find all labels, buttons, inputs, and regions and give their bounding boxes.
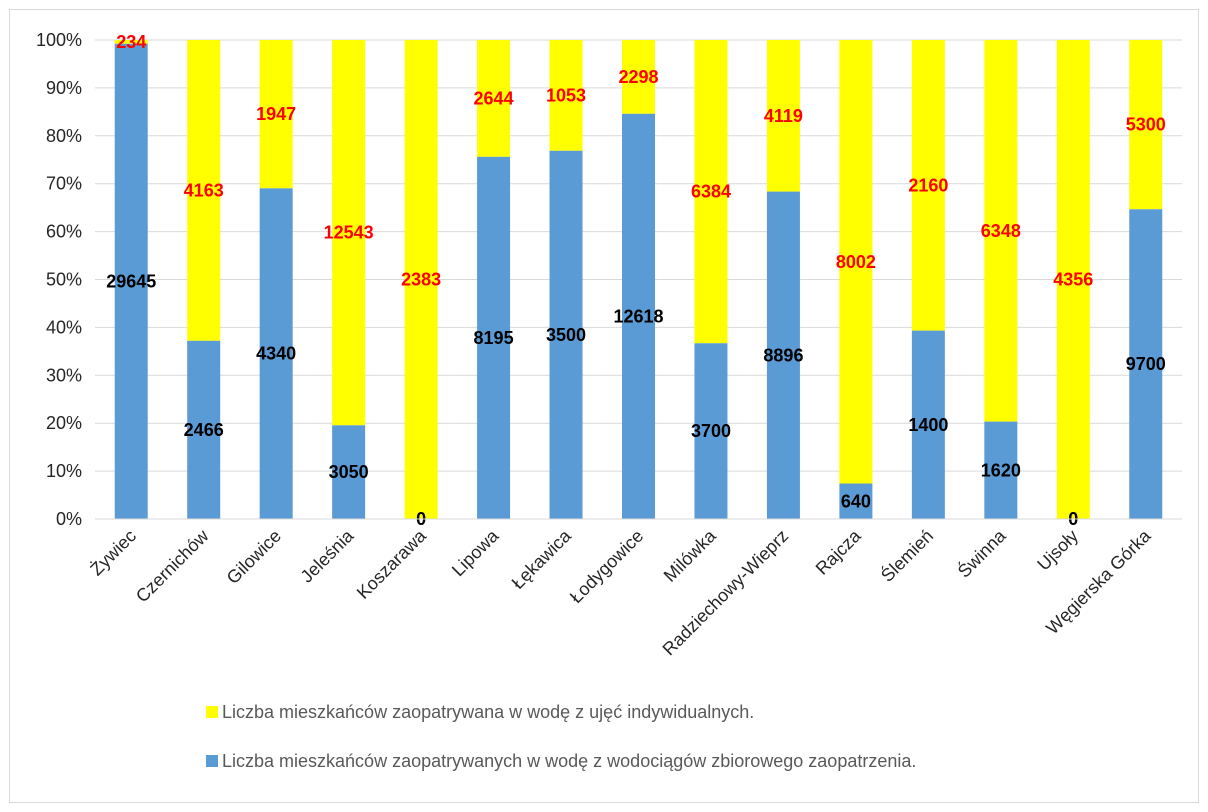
data-label-waterworks: 1400 [908, 415, 948, 435]
data-label-waterworks: 3500 [546, 325, 586, 345]
legend-swatch-yellow [206, 706, 218, 719]
data-label-waterworks: 1620 [981, 460, 1021, 480]
bar-segment-waterworks [477, 156, 511, 519]
x-category-label: Jeleśnia [297, 525, 359, 587]
data-label-waterworks: 3050 [329, 462, 369, 482]
bar-segment-individual [984, 40, 1018, 422]
data-label-individual: 1947 [256, 104, 296, 124]
y-tick-label: 100% [36, 30, 82, 50]
chart-frame: 0% 10% 20% 30% 40% 50% 60% 70% 80% 90% 100% 29645 23… [9, 9, 1199, 803]
data-label-individual: 2160 [908, 175, 948, 195]
x-category-label: Żywiec [86, 526, 140, 580]
bar-segment-waterworks [114, 43, 148, 519]
bar-segment-waterworks [1129, 209, 1163, 519]
bar-segment-waterworks [839, 483, 873, 519]
y-tick-label: 30% [46, 365, 82, 385]
y-tick-label: 10% [46, 461, 82, 481]
x-category-label: Gilowice [223, 526, 285, 588]
bar-segment-individual [477, 40, 511, 157]
data-label-individual: 2298 [618, 67, 658, 87]
legend-label-individual-intakes: Liczba mieszkańców zaopatrywana w wodę z… [222, 702, 755, 722]
bar-segment-individual [332, 40, 366, 426]
bar-segment-waterworks [332, 425, 366, 519]
data-label-waterworks: 3700 [691, 421, 731, 441]
x-category-label: Rajcza [812, 525, 866, 579]
data-label-individual: 6348 [981, 221, 1021, 241]
x-category-label: Czernichów [132, 525, 213, 606]
data-label-individual: 4163 [184, 180, 224, 200]
bar-segment-waterworks [766, 191, 800, 519]
data-label-individual: 8002 [836, 252, 876, 272]
data-label-individual: 2644 [474, 88, 514, 108]
data-label-individual: 2383 [401, 270, 441, 290]
data-label-waterworks: 12618 [613, 306, 663, 326]
bar-segment-waterworks [622, 113, 655, 520]
x-category-label: Radziechowy-Wieprz [659, 526, 793, 660]
bar-segment-individual [911, 40, 945, 331]
bar-segment-waterworks [984, 421, 1018, 519]
data-label-waterworks: 4340 [256, 344, 296, 364]
bar-segment-waterworks [549, 150, 583, 519]
data-label-individual: 4356 [1053, 270, 1093, 290]
bar-segment-individual [114, 40, 148, 44]
y-tick-label: 20% [46, 413, 82, 433]
data-label-individual: 12543 [324, 223, 374, 243]
bar-segment-individual [1129, 40, 1163, 210]
bar-segment-individual [404, 40, 438, 519]
y-tick-label: 0% [56, 509, 82, 529]
x-category-label: Świnna [953, 524, 1010, 581]
bar-segment-individual [622, 40, 655, 114]
data-label-waterworks: 9700 [1126, 354, 1166, 374]
y-tick-label: 90% [46, 78, 82, 98]
data-label-individual: 6384 [691, 182, 731, 202]
y-tick-label: 50% [46, 270, 82, 290]
y-tick-label: 70% [46, 174, 82, 194]
data-label-individual: 1053 [546, 85, 586, 105]
bar-segment-waterworks [911, 330, 945, 519]
data-label-waterworks: 8195 [474, 328, 514, 348]
x-category-label: Łodygowice [566, 526, 647, 607]
bar-segment-waterworks [187, 340, 221, 519]
bar-segment-individual [839, 40, 873, 484]
data-label-individual: 4119 [764, 106, 803, 126]
bar-segment-individual [259, 40, 293, 189]
data-label-waterworks: 2466 [184, 420, 224, 440]
bar-segment-individual [1056, 40, 1090, 519]
bar-segment-individual [766, 40, 800, 192]
legend-item-individual-intakes: Liczba mieszkańców zaopatrywana w wodę z… [206, 702, 754, 723]
legend-label-waterworks: Liczba mieszkańców zaopatrywanych w wodę… [222, 751, 917, 771]
bar-segment-individual [694, 40, 728, 344]
legend-swatch-blue [206, 755, 218, 768]
x-category-label: Koszarawa [353, 525, 431, 603]
y-tick-label: 60% [46, 222, 82, 242]
x-category-label: Milówka [660, 525, 721, 586]
bar-segment-waterworks [259, 188, 293, 519]
x-category-label: Ujsoły [1033, 526, 1082, 575]
data-label-waterworks: 640 [841, 491, 871, 511]
data-label-waterworks: 29645 [106, 271, 156, 291]
x-category-label: Lipowa [448, 525, 503, 580]
stacked-bar-chart: 0% 10% 20% 30% 40% 50% 60% 70% 80% 90% 100% 29645 23… [36, 30, 1182, 660]
bar-segment-individual [187, 40, 221, 341]
bar-segment-waterworks [694, 343, 728, 519]
x-category-label: Łękawica [508, 525, 576, 593]
data-label-individual: 234 [116, 32, 146, 52]
y-tick-label: 80% [46, 126, 82, 146]
bar-segment-individual [549, 40, 583, 151]
y-tick-label: 40% [46, 317, 82, 337]
x-category-label: Ślemień [876, 525, 937, 586]
data-label-waterworks: 8896 [763, 345, 803, 365]
data-label-individual: 5300 [1126, 115, 1166, 135]
legend-item-waterworks: Liczba mieszkańców zaopatrywanych w wodę… [206, 751, 916, 772]
